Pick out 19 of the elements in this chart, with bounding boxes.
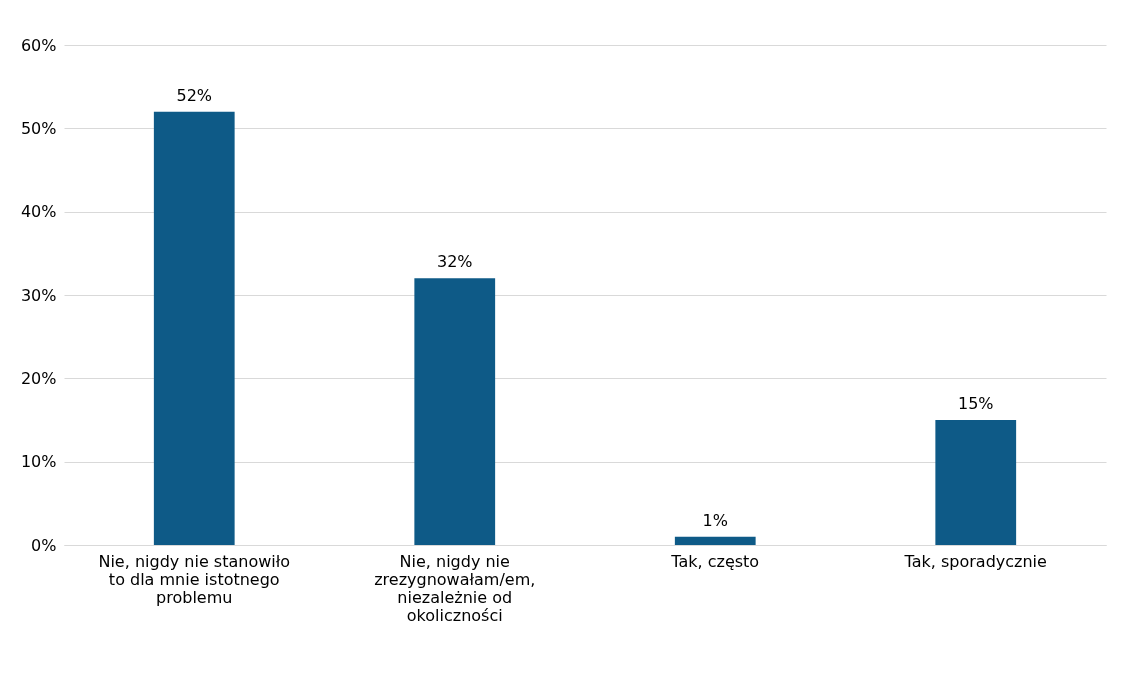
data-label: 15% [957, 394, 994, 413]
y-tick-label: 30% [20, 285, 57, 305]
bar [153, 111, 235, 545]
x-tick-label: Tak, często [670, 551, 760, 571]
data-label: 1% [702, 510, 728, 530]
y-tick-label: 60% [20, 35, 57, 55]
y-tick-label: 50% [20, 118, 57, 138]
bar [414, 278, 496, 545]
y-tick-label: 40% [20, 202, 57, 222]
bar [935, 420, 1017, 545]
data-label: 52% [176, 85, 213, 105]
x-tick-label: Nie, nigdy nie stanowiło to dla mnie istotnego problemu [98, 551, 291, 607]
data-label: 32% [436, 252, 473, 272]
x-tick-label: Nie, nigdy nie zrezygnowałam/em, niezależnie od okoliczności [374, 551, 536, 625]
x-tick-label: Tak, sporadycznie [903, 551, 1047, 571]
bar [674, 536, 756, 545]
y-tick-label: 10% [20, 452, 57, 472]
y-tick-label: 0% [31, 535, 57, 555]
y-tick-label: 20% [20, 368, 57, 388]
